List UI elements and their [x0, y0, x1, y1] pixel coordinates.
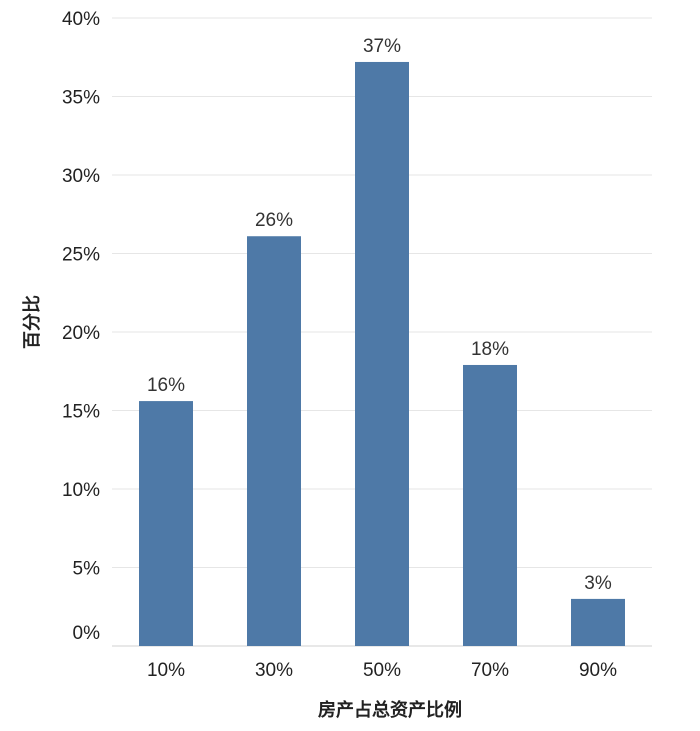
bar — [463, 364, 517, 646]
x-axis-title: 房产占总资产比例 — [318, 699, 462, 721]
data-label: 26% — [255, 210, 293, 231]
bar — [571, 598, 625, 646]
bar — [139, 401, 193, 646]
y-axis-title: 百分比 — [22, 295, 43, 349]
data-label: 18% — [471, 339, 509, 360]
data-label: 16% — [147, 375, 185, 396]
y-tick-label: 40% — [62, 9, 100, 30]
y-tick-label: 35% — [62, 88, 100, 109]
y-tick-label: 30% — [62, 166, 100, 187]
y-tick-label: 5% — [73, 559, 101, 580]
y-tick-label: 25% — [62, 245, 100, 266]
data-label: 3% — [584, 573, 612, 594]
data-labels: 16% 26% 37% 18% 3% — [147, 36, 612, 594]
y-axis-ticks: 0% 5% 10% 15% 20% 25% 30% 35% 40% — [62, 9, 100, 644]
x-tick-label: 70% — [471, 660, 509, 681]
x-tick-label: 50% — [363, 660, 401, 681]
y-tick-label: 15% — [62, 402, 100, 423]
bars — [139, 61, 625, 647]
x-axis-ticks: 10% 30% 50% 70% 90% — [147, 660, 617, 681]
bar — [355, 61, 409, 646]
data-label: 37% — [363, 36, 401, 57]
x-tick-label: 30% — [255, 660, 293, 681]
y-tick-label: 0% — [73, 623, 101, 644]
y-tick-label: 20% — [62, 323, 100, 344]
x-tick-label: 90% — [579, 660, 617, 681]
y-tick-label: 10% — [62, 480, 100, 501]
bar — [247, 236, 301, 647]
x-tick-label: 10% — [147, 660, 185, 681]
